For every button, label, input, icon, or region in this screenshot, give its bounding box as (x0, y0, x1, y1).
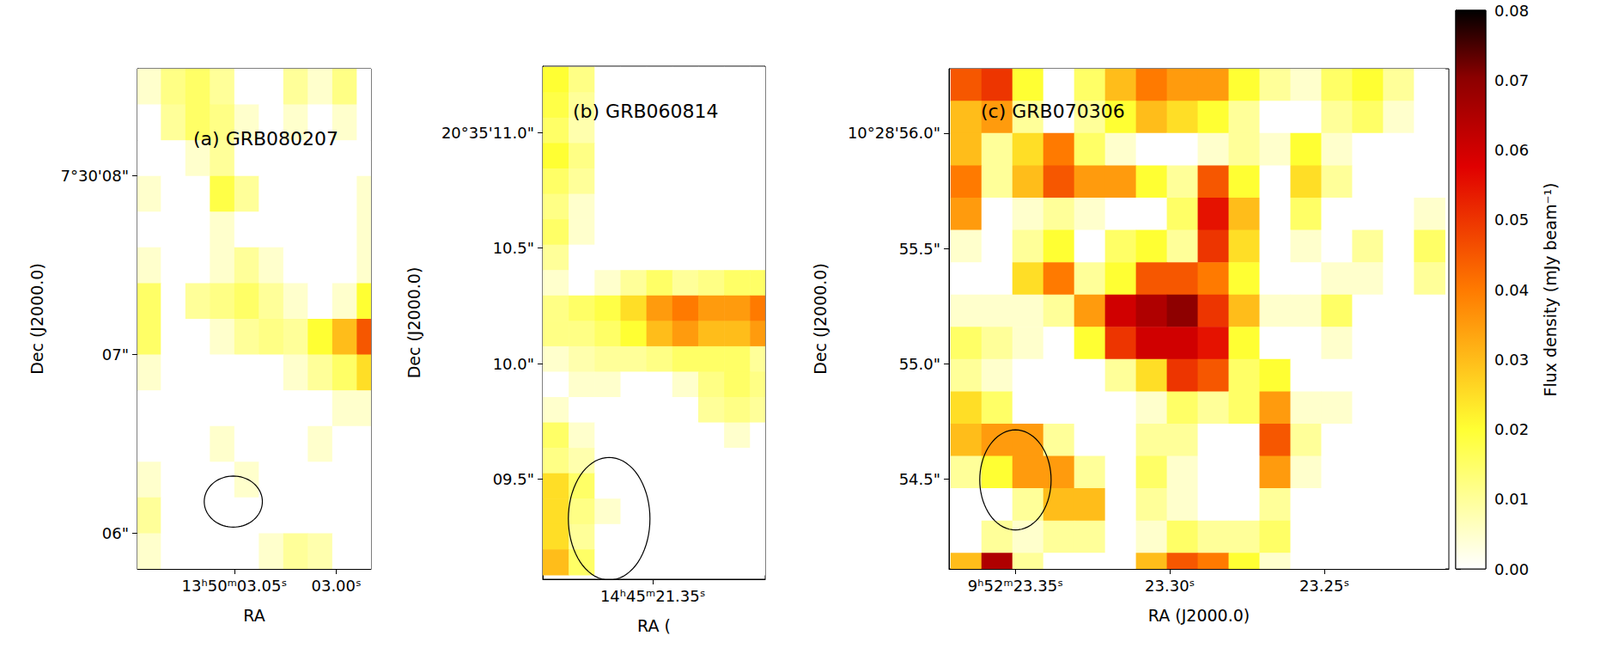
svg-text:0.06: 0.06 (1494, 140, 1529, 159)
svg-text:0.08: 0.08 (1494, 1, 1529, 20)
svg-text:09.5": 09.5" (492, 469, 535, 488)
svg-text:10.0": 10.0" (492, 354, 535, 373)
svg-text:20°35'11.0": 20°35'11.0" (441, 123, 535, 142)
svg-text:55.5": 55.5" (899, 239, 941, 258)
svg-text:0.00: 0.00 (1494, 559, 1529, 578)
svg-text:10.5": 10.5" (492, 238, 535, 257)
svg-text:0.02: 0.02 (1494, 419, 1529, 439)
svg-text:0.03: 0.03 (1494, 350, 1529, 369)
svg-text:RA: RA (243, 605, 265, 625)
svg-text:Dec (J2000.0): Dec (J2000.0) (27, 262, 47, 375)
svg-text:23.25ˢ: 23.25ˢ (1299, 576, 1350, 595)
svg-text:10°28'56.0": 10°28'56.0" (847, 123, 941, 142)
svg-text:0.05: 0.05 (1494, 210, 1529, 229)
svg-text:7°30'08": 7°30'08" (60, 166, 130, 185)
svg-text:54.5": 54.5" (899, 469, 941, 488)
svg-text:14ʰ45ᵐ21.35ˢ: 14ʰ45ᵐ21.35ˢ (600, 586, 706, 605)
svg-text:Flux density (mJy beam⁻¹): Flux density (mJy beam⁻¹) (1540, 182, 1560, 396)
svg-text:(c) GRB070306: (c) GRB070306 (980, 100, 1126, 122)
svg-text:RA (J2000.0): RA (J2000.0) (1148, 605, 1250, 625)
svg-text:13ʰ50ᵐ03.05ˢ: 13ʰ50ᵐ03.05ˢ (182, 576, 288, 595)
svg-text:(a) GRB080207: (a) GRB080207 (193, 127, 339, 150)
svg-text:23.30ˢ: 23.30ˢ (1144, 576, 1195, 595)
svg-text:RA (: RA ( (637, 615, 671, 635)
svg-text:(b) GRB060814: (b) GRB060814 (572, 100, 719, 122)
svg-text:Dec (J2000.0): Dec (J2000.0) (810, 262, 830, 375)
svg-text:0.01: 0.01 (1494, 489, 1529, 508)
svg-text:06": 06" (102, 523, 129, 542)
svg-text:0.07: 0.07 (1494, 71, 1529, 90)
svg-text:07": 07" (102, 345, 129, 364)
svg-text:0.04: 0.04 (1494, 280, 1529, 299)
svg-text:Dec (J2000.0): Dec (J2000.0) (404, 267, 424, 379)
svg-text:03.00ˢ: 03.00ˢ (310, 576, 361, 595)
svg-text:55.0": 55.0" (899, 354, 941, 373)
svg-text:9ʰ52ᵐ23.35ˢ: 9ʰ52ᵐ23.35ˢ (967, 576, 1064, 595)
